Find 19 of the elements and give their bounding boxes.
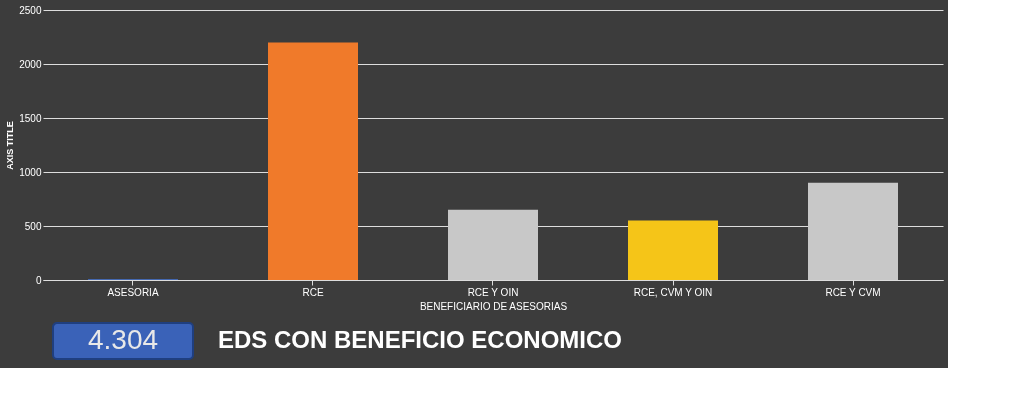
y-tick-label: 0 — [35, 274, 42, 286]
x-tick-label: RCE Y OIN — [467, 286, 519, 298]
y-tick-label: 1500 — [19, 112, 42, 124]
x-axis-title: BENEFICIARIO DE ASESORIAS — [419, 300, 568, 312]
x-tick-label: ASESORIA — [107, 286, 159, 298]
x-tick-label: RCE, CVM Y OIN — [633, 286, 713, 298]
y-tick-label: 2000 — [19, 58, 42, 70]
x-tick-label: RCE Y CVM — [825, 286, 881, 298]
bar — [268, 42, 358, 280]
y-tick-label: 2500 — [19, 4, 42, 16]
text: EDS CON BENEFICIO ECONOMICO — [218, 326, 623, 353]
bar — [628, 220, 718, 280]
y-tick-label: 500 — [24, 220, 42, 232]
text: 4.304 — [87, 324, 159, 355]
y-axis-title: AXIS TITLE — [5, 121, 16, 170]
bar — [448, 209, 538, 280]
bar — [808, 182, 898, 280]
x-tick-label: RCE — [302, 286, 324, 298]
y-tick-label: 1000 — [19, 166, 42, 178]
